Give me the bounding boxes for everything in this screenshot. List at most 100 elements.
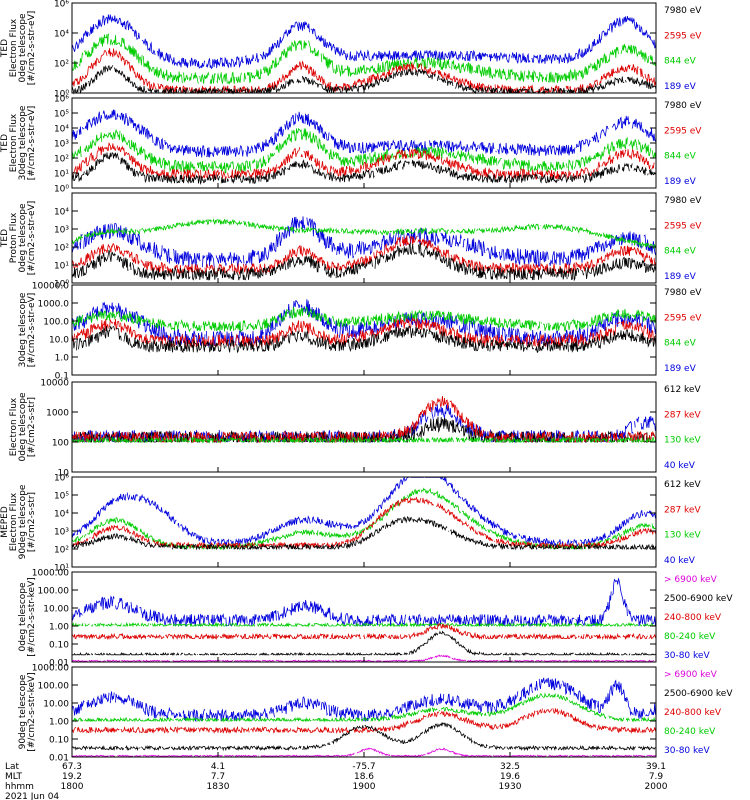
panel-1-ylabel-2: Electron Flux (9, 18, 19, 77)
xaxis-lat-label-1: 67.3 (62, 762, 82, 772)
panel-3-series-4 (71, 242, 657, 282)
panel-8-ylabel-1: 90deg telescope (18, 674, 28, 749)
panel-6-legend-2: 287 keV (664, 505, 701, 515)
panel-6-legend-4: 40 keV (664, 556, 696, 566)
panel-3-ylabel-1: TED (0, 229, 10, 248)
xaxis-mlt-label-5: 7.9 (649, 772, 664, 782)
panel-1-ytick-label-3: 10⁴ (54, 30, 69, 40)
panel-5-legend-2: 287 keV (664, 410, 701, 420)
panel-2-legend-2: 2595 eV (664, 126, 702, 136)
panel-7-legend-1: > 6900 keV (664, 575, 718, 585)
panel-8-ytick-label-1: 0.01 (49, 754, 69, 764)
panel-1-ytick-label-2: 10² (54, 60, 69, 70)
panel-8-ytick-label-6: 1000.00 (32, 664, 69, 674)
panel-4-legend-3: 844 eV (664, 339, 697, 349)
panel-2-ytick-label-5: 10⁴ (54, 125, 69, 135)
panel-4-legend-1: 7980 eV (664, 288, 702, 298)
panel-4-ytick-label-6: 10000.0 (32, 282, 69, 292)
panel-2-legend-4: 189 eV (664, 177, 697, 187)
panel-8-series-5 (72, 747, 657, 757)
panel-7-series-5 (72, 654, 657, 663)
xaxis-mlt-label-2: 7.7 (211, 772, 225, 782)
xaxis-lat-label-5: 39.1 (646, 762, 666, 772)
panel-3-ylabel-2: Proton Flux (9, 212, 19, 263)
panel-2-ylabel-2: Electron Flux (9, 113, 19, 172)
panel-1-ytick-label-1: 10⁰ (54, 90, 69, 100)
panel-5-ytick-label-3: 1000 (46, 409, 69, 419)
panel-7-legend-4: 80-240 keV (664, 632, 716, 642)
panel-4-legend-2: 2595 eV (664, 313, 702, 323)
panel-5-ylabel-3: [#/cm2-s-str] (27, 397, 37, 457)
panel-7-ylabel-2: [#/cm2-s-str-keV] (27, 577, 37, 656)
panel-2: 10⁰ 10¹ 10² 10³ 10⁴ 10⁵ 10⁶ TED Electron Flux 30d… (0, 95, 702, 195)
panel-1-ylabel-4: [#/cm2-s-str-eV] (27, 11, 37, 86)
panel-8-legend-2: 2500-6900 keV (664, 689, 733, 699)
panel-7: 0.01 0.10 1.00 10.00 100.00 1000.00 0deg teles… (18, 569, 733, 669)
xaxis-lat-label-4: 32.5 (500, 762, 520, 772)
panel-2-ytick-label-4: 10³ (54, 140, 69, 150)
panel-2-ylabel-1: TED (0, 134, 10, 153)
panel-1-ytick-label-4: 10⁶ (54, 0, 69, 10)
panel-7-legend-3: 240-800 keV (664, 613, 722, 623)
panel-6-ytick-label-2: 10² (54, 546, 69, 556)
panel-5-legend-4: 40 keV (664, 461, 696, 471)
xaxis-mlt-label-3: 18.6 (354, 772, 374, 782)
panel-4-series-2 (71, 306, 657, 333)
panel-6-ytick-label-1: 10¹ (54, 564, 69, 574)
panel-3-series-3 (71, 235, 657, 276)
panel-7-ytick-label-3: 1.00 (49, 623, 69, 633)
panel-2-ylabel-3: 30deg telescope (18, 105, 28, 180)
xaxis-lat-label-3: -75.7 (352, 762, 375, 772)
xaxis-hhmm-label-5: 2000 (645, 782, 668, 792)
panel-7-ytick-label-2: 0.10 (49, 641, 69, 651)
panel-4: 0.1 1.0 10.0 100.0 1000.0 10000.0 30deg telesc… (18, 282, 702, 382)
panel-3-legend-3: 844 eV (664, 247, 697, 257)
panel-6-frame (71, 476, 657, 568)
panel-2-series-2 (71, 127, 657, 175)
panel-5-ytick-label-1: 10 (58, 469, 70, 479)
panel-4-ytick-label-4: 100.0 (43, 318, 69, 328)
panel-1-series-2 (71, 33, 657, 85)
panel-7-legend-5: 30-80 keV (664, 651, 710, 661)
panel-7-legend-2: 2500-6900 keV (664, 594, 733, 604)
panel-8-legend-5: 30-80 keV (664, 746, 710, 756)
panel-7-series-2 (71, 621, 656, 628)
panel-5: 10 100 1000 10000 Electron Flux 0deg telescop… (9, 379, 701, 479)
panel-1-legend-2: 2595 eV (664, 31, 702, 41)
panel-5-legend-1: 612 keV (664, 385, 701, 395)
panel-2-legend-3: 844 eV (664, 152, 697, 162)
panel-1-ylabel-1: TED (0, 39, 10, 58)
panel-3-ytick-label-3: 10² (54, 244, 69, 254)
panel-5-legend-3: 130 keV (664, 436, 701, 446)
panel-3: 10⁰ 10¹ 10² 10³ 10⁴ TED Proton Flux 0deg telesc… (0, 192, 702, 290)
panel-2-ytick-label-7: 10⁶ (54, 95, 69, 105)
panel-1-legend-3: 844 eV (664, 57, 697, 67)
panel-3-legend-2: 2595 eV (664, 221, 702, 231)
panel-4-ytick-label-1: 0.1 (55, 372, 69, 382)
panel-6-legend-3: 130 keV (664, 531, 701, 541)
panel-1: 10⁰ 10² 10⁴ 10⁶ TED Electron Flux 0deg telesco… (0, 0, 702, 100)
panel-5-frame (71, 381, 657, 473)
panel-1-series-1 (71, 14, 657, 70)
panel-1-legend-1: 7980 eV (664, 6, 702, 16)
panel-8-series-3 (71, 708, 657, 734)
panel-4-series-4 (71, 325, 657, 354)
panel-4-ylabel-2: [#/cm2-s-str-eV] (27, 293, 37, 368)
panel-2-series-1 (71, 109, 657, 158)
panel-8-legend-1: > 6900 keV (664, 670, 718, 680)
panel-5-ytick-label-4: 10000 (40, 379, 69, 389)
panel-2-series-3 (71, 142, 657, 181)
panel-8-legend-4: 80-240 keV (664, 727, 716, 737)
panel-2-ylabel-4: [#/cm2-s-str-eV] (27, 106, 37, 181)
panel-7-ytick-label-5: 100.00 (38, 587, 70, 597)
panel-3-ytick-label-5: 10⁴ (54, 208, 69, 218)
panel-6: 10¹ 10² 10³ 10⁴ 10⁵ 10⁶ MEPED Electron Flux 90de… (0, 474, 701, 574)
panel-6-legend-1: 612 keV (664, 480, 701, 490)
panel-7-series-1 (71, 577, 656, 628)
panel-4-ytick-label-2: 1.0 (55, 354, 70, 364)
panel-7-ytick-label-6: 1000.00 (32, 569, 69, 579)
panel-5-ylabel-2: 0deg telescope (18, 392, 28, 462)
panel-7-series-3 (71, 622, 657, 641)
